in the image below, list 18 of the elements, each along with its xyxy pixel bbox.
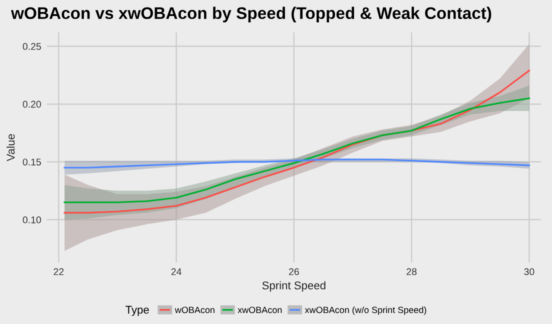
legend-label: xwOBAcon (w/o Sprint Speed) xyxy=(304,306,426,315)
x-tick-label: 26 xyxy=(289,268,299,276)
legend-label: wOBAcon xyxy=(174,306,214,314)
y-tick-label: 0.20 xyxy=(22,100,41,108)
x-tick-label: 24 xyxy=(171,268,182,276)
legend-label: xwOBAcon xyxy=(238,306,282,314)
legend-title: Type xyxy=(126,306,149,316)
chart-title: wOBAcon vs xwOBAcon by Speed (Topped & Weak Contact) xyxy=(10,6,492,22)
y-tick-label: 0.25 xyxy=(22,43,41,50)
y-tick-label: 0.10 xyxy=(22,216,41,224)
y-axis-title: Value xyxy=(6,134,15,162)
line-series xyxy=(64,158,530,168)
line-series xyxy=(64,97,530,204)
x-tick-label: 22 xyxy=(54,268,64,276)
x-tick-label: 28 xyxy=(406,268,417,276)
y-tick-label: 0.15 xyxy=(22,158,41,166)
x-tick-label: 30 xyxy=(524,268,534,276)
x-axis-title: Sprint Speed xyxy=(262,281,326,292)
